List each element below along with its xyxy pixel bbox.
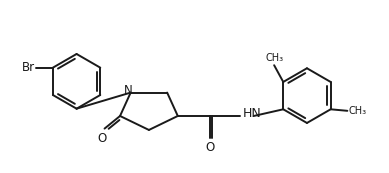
Text: CH₃: CH₃ bbox=[349, 106, 367, 116]
Text: O: O bbox=[205, 141, 214, 154]
Text: HN: HN bbox=[242, 107, 261, 120]
Text: CH₃: CH₃ bbox=[265, 53, 283, 63]
Text: O: O bbox=[97, 132, 107, 145]
Text: N: N bbox=[124, 84, 133, 97]
Text: Br: Br bbox=[21, 61, 35, 74]
